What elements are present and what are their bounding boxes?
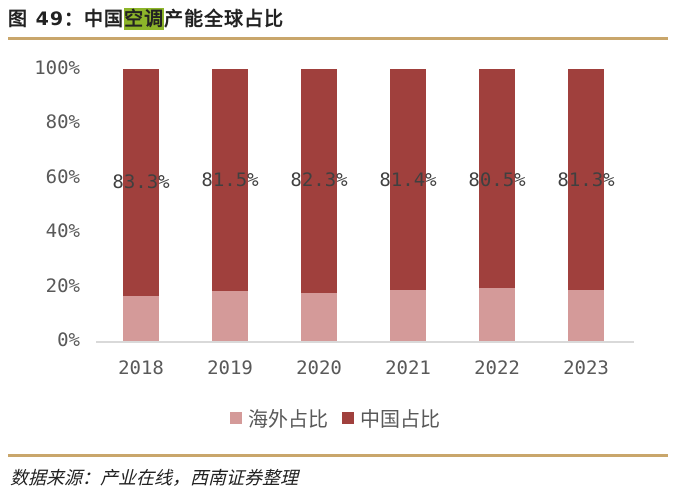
y-tick-label: 40% <box>45 220 80 243</box>
bar-2018 <box>123 69 159 341</box>
bottom-rule <box>8 454 668 457</box>
bar-segment-overseas <box>212 290 248 341</box>
bar-segment-overseas <box>301 292 337 341</box>
legend-item-overseas: 海外占比 <box>230 403 328 432</box>
bar-segment-china <box>479 69 515 288</box>
data-label: 82.3% <box>290 169 348 191</box>
data-label: 81.5% <box>201 169 259 191</box>
bar-segment-overseas <box>123 295 159 341</box>
bar-segment-overseas <box>479 287 515 341</box>
legend-label-china: 中国占比 <box>360 407 440 431</box>
bar-segment-overseas <box>568 290 604 341</box>
title-prefix: 图 49：中国 <box>8 8 125 30</box>
x-tick-label: 2018 <box>118 357 164 379</box>
x-tick-label: 2021 <box>385 357 431 379</box>
legend: 海外占比 中国占比 <box>230 403 454 432</box>
legend-swatch-china <box>342 411 354 424</box>
title-highlight: 空调 <box>124 8 165 30</box>
bar-segment-china <box>390 69 426 291</box>
x-axis-line <box>96 341 634 343</box>
bar-segment-china <box>301 69 337 293</box>
y-tick-label: 60% <box>45 165 80 188</box>
bar-2020 <box>301 69 337 341</box>
y-tick-label: 0% <box>57 329 80 351</box>
y-tick-label: 20% <box>45 274 80 297</box>
data-label: 81.3% <box>557 169 615 191</box>
data-label: 83.3% <box>112 171 170 193</box>
x-tick-label: 2020 <box>296 357 342 379</box>
x-tick-label: 2022 <box>474 357 520 379</box>
source-note: 数据来源：产业在线，西南证券整理 <box>10 468 298 489</box>
bar-2019 <box>212 69 248 341</box>
bar-2021 <box>390 69 426 341</box>
bar-segment-china <box>568 69 604 291</box>
data-label: 80.5% <box>468 169 526 191</box>
chart-title: 图 49：中国空调产能全球占比 <box>8 4 284 32</box>
bar-segment-overseas <box>390 290 426 341</box>
bar-segment-china <box>123 69 159 296</box>
x-tick-label: 2019 <box>207 357 253 379</box>
title-suffix: 产能全球占比 <box>164 8 285 30</box>
bar-2022 <box>479 69 515 341</box>
x-tick-label: 2023 <box>563 357 609 379</box>
data-label: 81.4% <box>379 169 437 191</box>
legend-swatch-overseas <box>230 411 242 424</box>
y-tick-label: 100% <box>34 57 80 79</box>
legend-item-china: 中国占比 <box>342 403 440 432</box>
legend-label-overseas: 海外占比 <box>248 407 328 431</box>
top-rule <box>8 37 668 40</box>
bar-2023 <box>568 69 604 341</box>
y-tick-label: 80% <box>45 111 80 134</box>
bar-segment-china <box>212 69 248 291</box>
